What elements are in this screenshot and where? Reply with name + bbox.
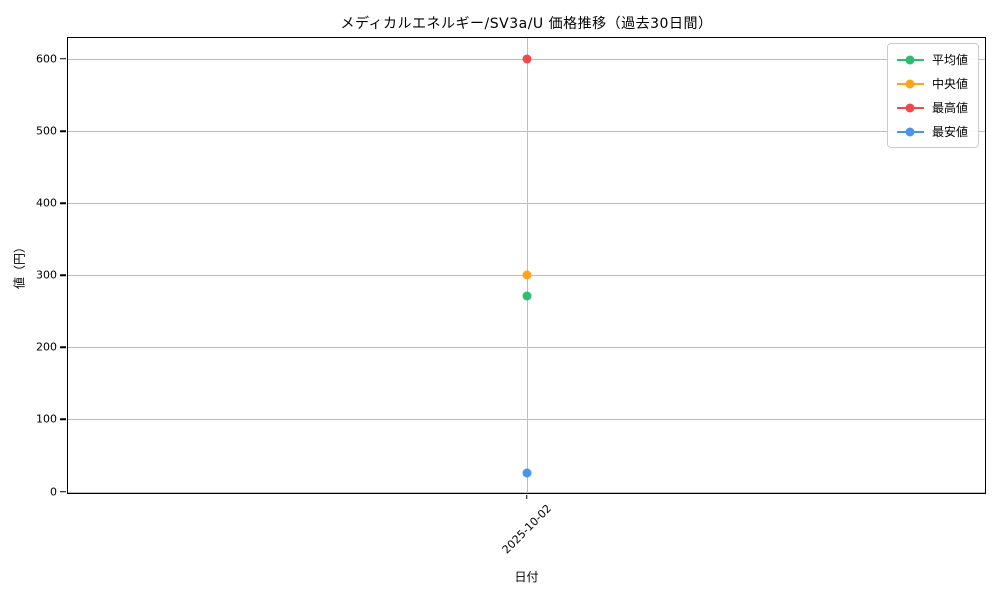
y-tick-mark [60,346,66,349]
y-tick-label: 100 [36,412,57,426]
x-tick-mark [525,495,528,499]
legend-line-marker-icon [896,55,924,65]
y-tick-label: 0 [50,485,57,499]
legend-label: 最安値 [931,125,968,139]
y-tick-label: 600 [36,52,57,66]
data-point-mean [522,291,531,301]
y-tick-mark [60,130,66,132]
legend-label: 中央値 [931,77,968,91]
plot-area: 0 100 200 300 400 500 600 2025-10-02 平均値中央値最高値… [36,37,986,556]
y-tick-mark [60,490,66,493]
vertical-gridline [526,38,528,493]
y-tick-label: 500 [36,124,57,138]
legend-item-min: 最安値 [896,123,968,140]
legend-item-mean: 平均値 [896,51,968,68]
legend-line-marker-icon [896,103,924,113]
chart-title: メディカルエネルギー/SV3a/U 価格推移（過去30日間） [340,16,713,32]
y-tick-mark [60,274,66,276]
legend-label: 平均値 [931,53,968,67]
y-tick-mark [60,418,66,421]
y-tick-label: 400 [36,196,57,210]
data-point-min [522,468,531,478]
legend: 平均値中央値最高値最安値 [886,43,979,148]
y-tick-label: 300 [36,268,57,282]
legend-item-max: 最高値 [896,99,968,116]
y-axis-label: 値（円） [12,240,27,290]
legend-line-marker-icon [896,127,924,137]
y-tick-mark [60,202,66,204]
legend-line-marker-icon [896,79,924,89]
legend-label: 最高値 [931,101,968,115]
data-point-max [522,54,531,64]
legend-item-median: 中央値 [896,75,968,92]
x-tick-label: 2025-10-02 [499,502,554,557]
y-tick-label: 200 [36,340,57,354]
x-axis-label: 日付 [514,570,539,584]
data-point-median [522,270,531,280]
y-tick-mark [60,58,66,60]
